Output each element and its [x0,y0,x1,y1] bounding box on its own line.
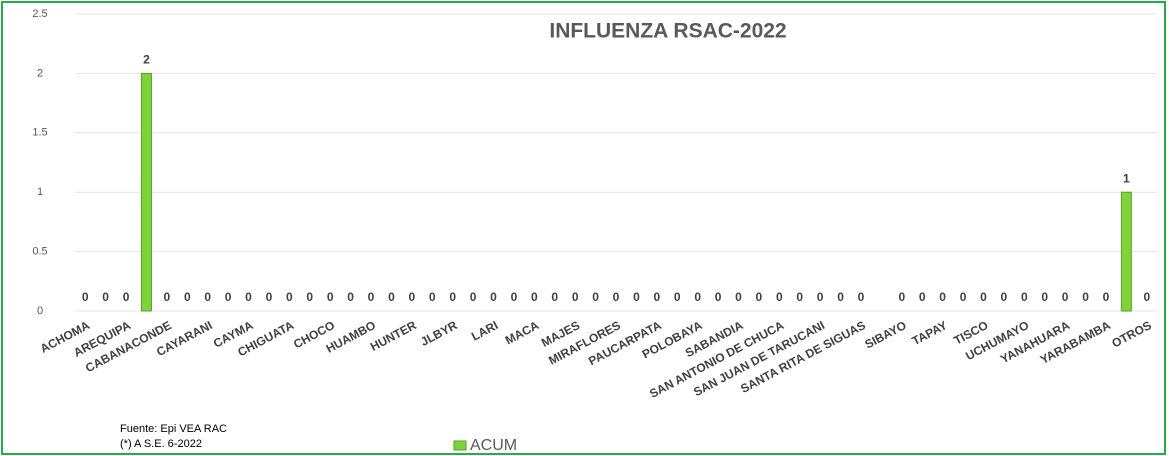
value-label: 0 [939,290,946,304]
value-label: 0 [715,290,722,304]
y-tick-label: 0.5 [32,246,47,258]
value-label: 0 [776,290,783,304]
x-tick-label: TAPAY [910,318,950,348]
x-tick-label: MACA [503,318,542,347]
value-label: 0 [511,290,518,304]
value-label: 0 [817,290,824,304]
value-label: 0 [756,290,763,304]
note: (*) A S.E. 6-2022 [120,438,202,450]
legend-label: ACUM [470,437,517,454]
value-label: 0 [490,290,497,304]
value-label: 0 [592,290,599,304]
x-tick-label: HUNTER [368,318,419,354]
value-label: 0 [837,290,844,304]
x-tick-label: OTROS [1109,318,1153,350]
value-label: 0 [82,290,89,304]
value-label: 0 [1082,290,1089,304]
value-label: 0 [898,290,905,304]
value-label: 0 [1041,290,1048,304]
legend-swatch [453,440,467,451]
value-label: 0 [572,290,579,304]
y-tick-label: 0 [37,305,43,317]
value-label: 0 [225,290,232,304]
value-label: 0 [633,290,640,304]
x-tick-label: JLBYR [418,318,460,349]
value-label: 0 [204,290,211,304]
value-label: 0 [1103,290,1110,304]
value-label: 0 [388,290,395,304]
value-label: 0 [796,290,803,304]
y-tick-label: 2 [37,67,43,79]
value-label: 0 [919,290,926,304]
value-label: 0 [858,290,865,304]
value-label: 0 [429,290,436,304]
value-label: 0 [449,290,456,304]
value-label: 0 [266,290,273,304]
value-label: 0 [164,290,171,304]
value-label: 0 [1143,290,1150,304]
value-label: 2 [143,53,150,67]
value-label: 0 [960,290,967,304]
value-label: 1 [1123,171,1130,185]
value-label: 0 [102,290,109,304]
value-label: 0 [184,290,191,304]
value-label: 0 [531,290,538,304]
y-tick-label: 1.5 [32,127,47,139]
note: Fuente: Epi VEA RAC [120,423,227,435]
value-label: 0 [470,290,477,304]
value-label: 0 [735,290,742,304]
value-label: 0 [694,290,701,304]
value-label: 0 [306,290,313,304]
value-label: 0 [123,290,130,304]
value-label: 0 [1021,290,1028,304]
bar [140,72,152,312]
y-tick-label: 2.5 [32,8,47,20]
value-label: 0 [653,290,660,304]
value-label: 0 [551,290,558,304]
value-label: 0 [980,290,987,304]
chart-title: INFLUENZA RSAC-2022 [549,20,786,43]
value-label: 0 [245,290,252,304]
x-tick-label: SIBAYO [862,318,908,351]
value-label: 0 [286,290,293,304]
value-label: 0 [409,290,416,304]
bar [1120,191,1132,312]
value-label: 0 [347,290,354,304]
value-label: 0 [368,290,375,304]
value-label: 0 [613,290,620,304]
value-label: 0 [1001,290,1008,304]
y-tick-label: 1 [37,186,43,198]
value-label: 0 [327,290,334,304]
value-label: 0 [1062,290,1069,304]
value-label: 0 [674,290,681,304]
x-tick-label: LARI [469,318,500,344]
